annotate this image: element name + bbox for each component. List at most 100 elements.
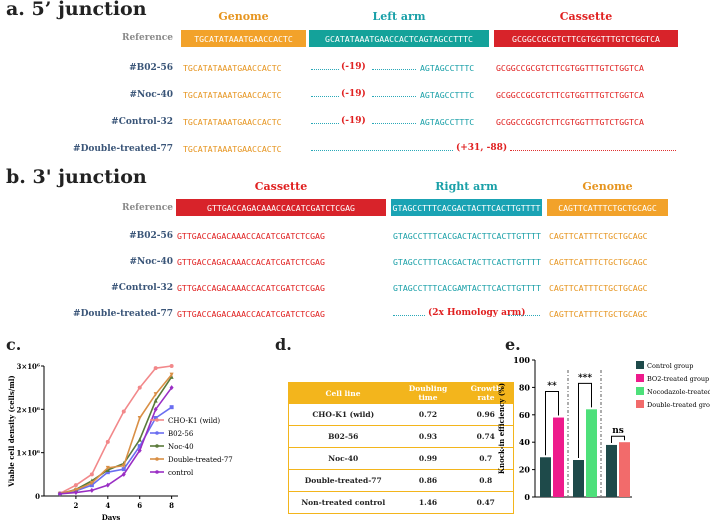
y-tick-label: 20: [519, 465, 531, 475]
panel-b-row-arm-seq: GTAGCCTTTCACGAMTACTTCACTTGTTTT: [393, 283, 541, 293]
data-point: [137, 385, 142, 390]
data-point: [121, 409, 126, 414]
deletion-dots: [372, 123, 416, 124]
data-point: [137, 448, 142, 453]
table-cell: 0.8: [458, 469, 514, 492]
insertion-dots: [508, 315, 540, 316]
series-line: [59, 406, 173, 495]
data-point: [153, 398, 158, 403]
panel-b-row-arm-note: (2x Homology arm): [428, 308, 526, 318]
panel-a-row-label: #Double-treated-77: [73, 144, 173, 154]
data-point: [89, 472, 94, 477]
table-cell: Double-treated-77: [288, 469, 398, 492]
legend-label: CHO-K1 (wild): [168, 417, 220, 425]
deletion-dots: [311, 123, 339, 124]
x-tick-label: 2: [73, 501, 78, 510]
panel-a-ref-genome-seq: TGCATATAAATGAACCACTC: [181, 30, 306, 47]
panel-a-arm-header: Left arm: [372, 10, 426, 23]
x-tick-label: 4: [105, 501, 110, 510]
legend-marker: [155, 444, 159, 448]
data-point: [89, 487, 94, 493]
legend-swatch: [636, 374, 644, 382]
data-point: [105, 470, 110, 475]
panel-a-row-genome-seq: TGCATATAAATGAACCACTC: [183, 117, 282, 127]
data-point: [105, 482, 110, 488]
panel-a-row-genome-seq: TGCATATAAATGAACCACTC: [183, 63, 282, 73]
panel-b-cassette-header: Cassette: [254, 180, 308, 193]
data-point: [169, 364, 174, 368]
table-cell: B02-56: [288, 425, 398, 448]
panel-d-label: d.: [275, 335, 292, 354]
significance-bracket: [578, 382, 592, 459]
significance-label: **: [547, 382, 557, 392]
series-line: [59, 365, 172, 495]
table-header-cell: Growth rate: [458, 382, 514, 404]
panel-a-ref-cassette-seq: GCGGCCGCGTCTTCGTGGTTTGTCTGGTCA: [494, 30, 678, 47]
series-line: [59, 374, 173, 495]
panel-b-title: b. 3' junction: [6, 166, 147, 188]
bar: [619, 442, 630, 497]
table-row: CHO-K1 (wild) 0.72 0.96: [288, 403, 514, 426]
data-point: [169, 385, 174, 391]
deletion-dots: [372, 96, 416, 97]
table-cell: 0.7: [458, 447, 514, 470]
panel-a-row-mutation: (-19): [341, 89, 366, 99]
panel-b-ref-cassette-seq: GTTGACCAGACAAACCACATCGATCTCGAG: [176, 199, 386, 216]
y-tick-label: 40: [519, 437, 531, 447]
panel-b-row-label: #Double-treated-77: [73, 309, 173, 319]
data-point: [121, 463, 126, 469]
bar: [586, 409, 597, 497]
panel-a-row-mutation: (-19): [341, 116, 366, 126]
panel-b-row-label: #Noc-40: [129, 257, 173, 267]
legend-label: control: [168, 469, 194, 477]
data-point: [57, 491, 62, 497]
data-point: [137, 437, 142, 442]
legend-label: Noc-40: [168, 443, 194, 451]
legend-label: Control group: [647, 362, 693, 370]
bar: [553, 417, 564, 497]
panel-b-genome-header: Genome: [582, 180, 633, 193]
data-point: [73, 483, 78, 488]
legend-marker: [155, 431, 159, 435]
legend-label: Nocodazole-treated group: [647, 388, 710, 396]
table-header-cell: Doubling time: [397, 382, 459, 404]
panel-b-row-label: #Control-32: [111, 283, 173, 293]
table-row: Non-treated control 1.46 0.47: [288, 491, 514, 514]
y-tick-label: 60: [519, 410, 531, 420]
data-point: [169, 372, 174, 378]
panel-a-reference-label: Reference: [121, 33, 173, 43]
y-tick-label: 0: [35, 492, 40, 501]
table-cell: CHO-K1 (wild): [288, 403, 398, 426]
significance-bracket: [545, 391, 559, 456]
table-cell: 0.72: [397, 403, 459, 426]
table-cell: 1.46: [397, 491, 459, 514]
legend-label: Double-treated group: [647, 401, 710, 409]
panel-b-ref-arm-seq: GTAGCCTTTCACGACTACTTCACTTGTTTT: [391, 199, 542, 216]
significance-label: ***: [578, 373, 592, 383]
legend-swatch: [636, 361, 644, 369]
legend-swatch: [636, 387, 644, 395]
panel-a-row-label: #Noc-40: [129, 90, 173, 100]
panel-a-row-cassette-seq: GCGGCCGCGTCTTCGTGGTTTGTCTGGTCA: [496, 90, 644, 100]
panel-b-row-cassette-seq: GTTGACCAGACAAACCACATCGATCTCGAG: [177, 231, 325, 241]
panel-c-label: c.: [6, 335, 22, 354]
deletion-dots: [372, 69, 416, 70]
data-point: [121, 471, 126, 477]
y-tick-label: 2×10⁶: [16, 405, 40, 414]
panel-b-row-genome-seq: CAGTTCATTTCTGCTGCAGC: [549, 309, 648, 319]
significance-bracket: [611, 435, 625, 443]
deletion-dots: [311, 150, 453, 151]
panel-b-row-cassette-seq: GTTGACCAGACAAACCACATCGATCTCGAG: [177, 257, 325, 267]
table-cell: 0.96: [458, 403, 514, 426]
panel-a-row-mutation: (-19): [341, 62, 366, 72]
table-cell: Noc-40: [288, 447, 398, 470]
y-tick-label: 1×10⁶: [16, 449, 40, 458]
bar: [606, 444, 617, 497]
panel-a-cassette-header: Cassette: [559, 10, 613, 23]
y-tick-label: 3×10⁶: [16, 362, 40, 371]
table-header-cell: Cell line: [288, 382, 398, 404]
panel-a-row-label: #B02-56: [129, 63, 173, 73]
panel-a-row-genome-seq: TGCATATAAATGAACCACTC: [183, 144, 282, 154]
panel-a-row-cassette-seq: GCGGCCGCGTCTTCGTGGTTTGTCTGGTCA: [496, 63, 644, 73]
x-axis-label: Days: [102, 513, 121, 520]
